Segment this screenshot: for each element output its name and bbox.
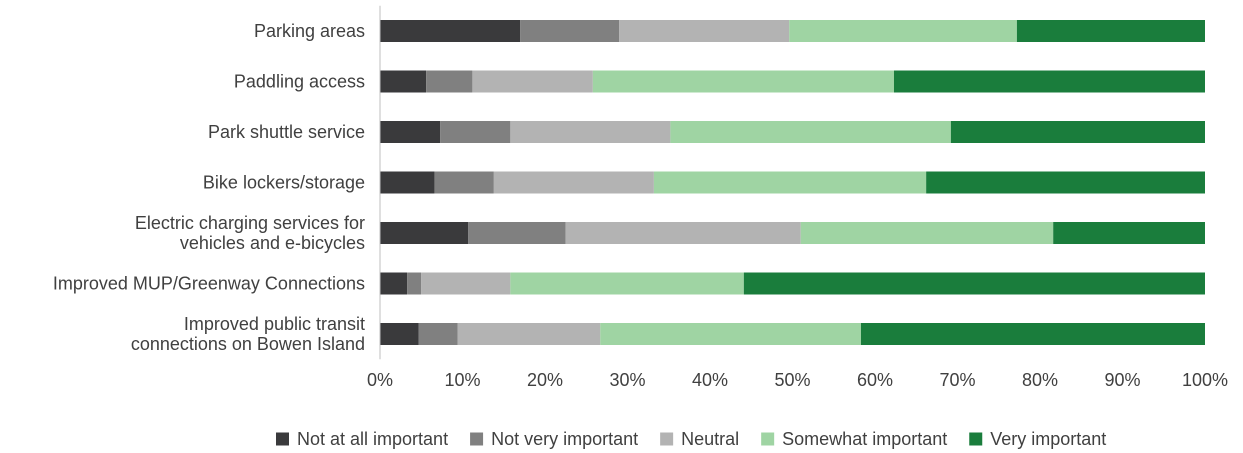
bar-segment-2-4	[950, 121, 1205, 143]
category-label-4: Electric charging services for vehicles a…	[135, 213, 365, 253]
x-tick-label: 80%	[1022, 370, 1058, 390]
category-label-line: Improved public transit	[184, 314, 365, 334]
x-tick-label: 100%	[1182, 370, 1228, 390]
bar-segment-1-3	[592, 70, 894, 93]
x-tick-label: 50%	[774, 370, 810, 390]
bar-segment-2-2	[510, 121, 671, 143]
x-tick-label: 30%	[609, 370, 645, 390]
bar-segment-4-1	[468, 222, 566, 244]
bar-segment-5-2	[421, 272, 511, 295]
category-label-line: Improved MUP/Greenway Connections	[53, 274, 365, 294]
bar-segment-4-3	[800, 222, 1054, 244]
legend-label-3: Somewhat important	[782, 429, 947, 449]
legend-label-1: Not very important	[491, 429, 638, 449]
bar-segment-6-1	[418, 323, 458, 345]
category-label-0: Parking areas	[254, 21, 365, 41]
category-label-line: Park shuttle service	[208, 122, 365, 142]
category-label-5: Improved MUP/Greenway Connections	[53, 274, 365, 294]
bar-segment-3-1	[434, 171, 494, 194]
bar-segment-2-3	[670, 121, 951, 143]
bar-segment-2-0	[380, 121, 441, 143]
bar-segment-0-0	[380, 20, 521, 42]
x-axis-ticks: 0% 10% 20% 30% 40% 50% 60% 70% 80% 90% 100%	[367, 370, 1228, 390]
legend-swatch-2	[660, 432, 674, 446]
legend-swatch-1	[470, 432, 484, 446]
x-tick-label: 90%	[1104, 370, 1140, 390]
legend-swatch-3	[761, 432, 775, 446]
bar-segment-6-3	[600, 323, 861, 345]
category-label-1: Paddling access	[234, 72, 365, 92]
category-label-line: Parking areas	[254, 21, 365, 41]
bar-segment-0-2	[619, 20, 790, 42]
bar-segment-3-4	[926, 171, 1205, 194]
x-tick-label: 0%	[367, 370, 393, 390]
bar-segment-2-1	[440, 121, 511, 143]
x-tick-label: 10%	[444, 370, 480, 390]
bar-segment-5-0	[380, 272, 408, 295]
bar-segment-4-2	[565, 222, 801, 244]
bar-segment-1-0	[380, 70, 427, 93]
legend-label-4: Very important	[990, 429, 1106, 449]
category-label-line: vehicles and e-bicycles	[180, 233, 365, 253]
bar-segment-1-2	[472, 70, 593, 93]
bar-segment-5-3	[510, 272, 744, 295]
category-label-line: Electric charging services for	[135, 213, 365, 233]
legend-label-0: Not at all important	[297, 429, 448, 449]
bar-segment-6-0	[380, 323, 419, 345]
x-tick-label: 40%	[692, 370, 728, 390]
bar-segment-5-4	[743, 272, 1205, 295]
bar-segment-3-0	[380, 171, 435, 194]
x-tick-label: 70%	[939, 370, 975, 390]
bar-segment-0-1	[520, 20, 620, 42]
bar-segment-6-2	[457, 323, 601, 345]
legend-swatch-0	[276, 432, 289, 446]
category-label-line: connections on Bowen Island	[131, 334, 365, 354]
legend: Not at all important Not very important Ne…	[276, 429, 1106, 449]
bar-segment-0-4	[1016, 20, 1205, 42]
bar-segment-4-0	[380, 222, 469, 244]
legend-swatch-4	[969, 432, 983, 446]
x-tick-label: 60%	[857, 370, 893, 390]
category-label-2: Park shuttle service	[208, 122, 365, 142]
legend-label-2: Neutral	[681, 429, 739, 449]
category-label-line: Bike lockers/storage	[203, 173, 365, 193]
category-label-line: Paddling access	[234, 72, 365, 92]
x-tick-label: 20%	[527, 370, 563, 390]
category-label-3: Bike lockers/storage	[203, 173, 365, 193]
bar-segment-4-4	[1053, 222, 1205, 244]
bar-segment-3-3	[653, 171, 927, 194]
bar-segment-3-2	[493, 171, 654, 194]
bar-segment-5-1	[407, 272, 422, 295]
bar-segment-1-1	[426, 70, 473, 93]
bar-segment-6-4	[860, 323, 1205, 345]
category-label-6: Improved public transit connections on Bo…	[131, 314, 365, 354]
bar-segment-0-3	[789, 20, 1017, 42]
bar-segment-1-4	[893, 70, 1205, 93]
bars-group	[380, 20, 1205, 345]
category-labels: Parking areas Paddling access Park shuttle…	[53, 21, 365, 354]
